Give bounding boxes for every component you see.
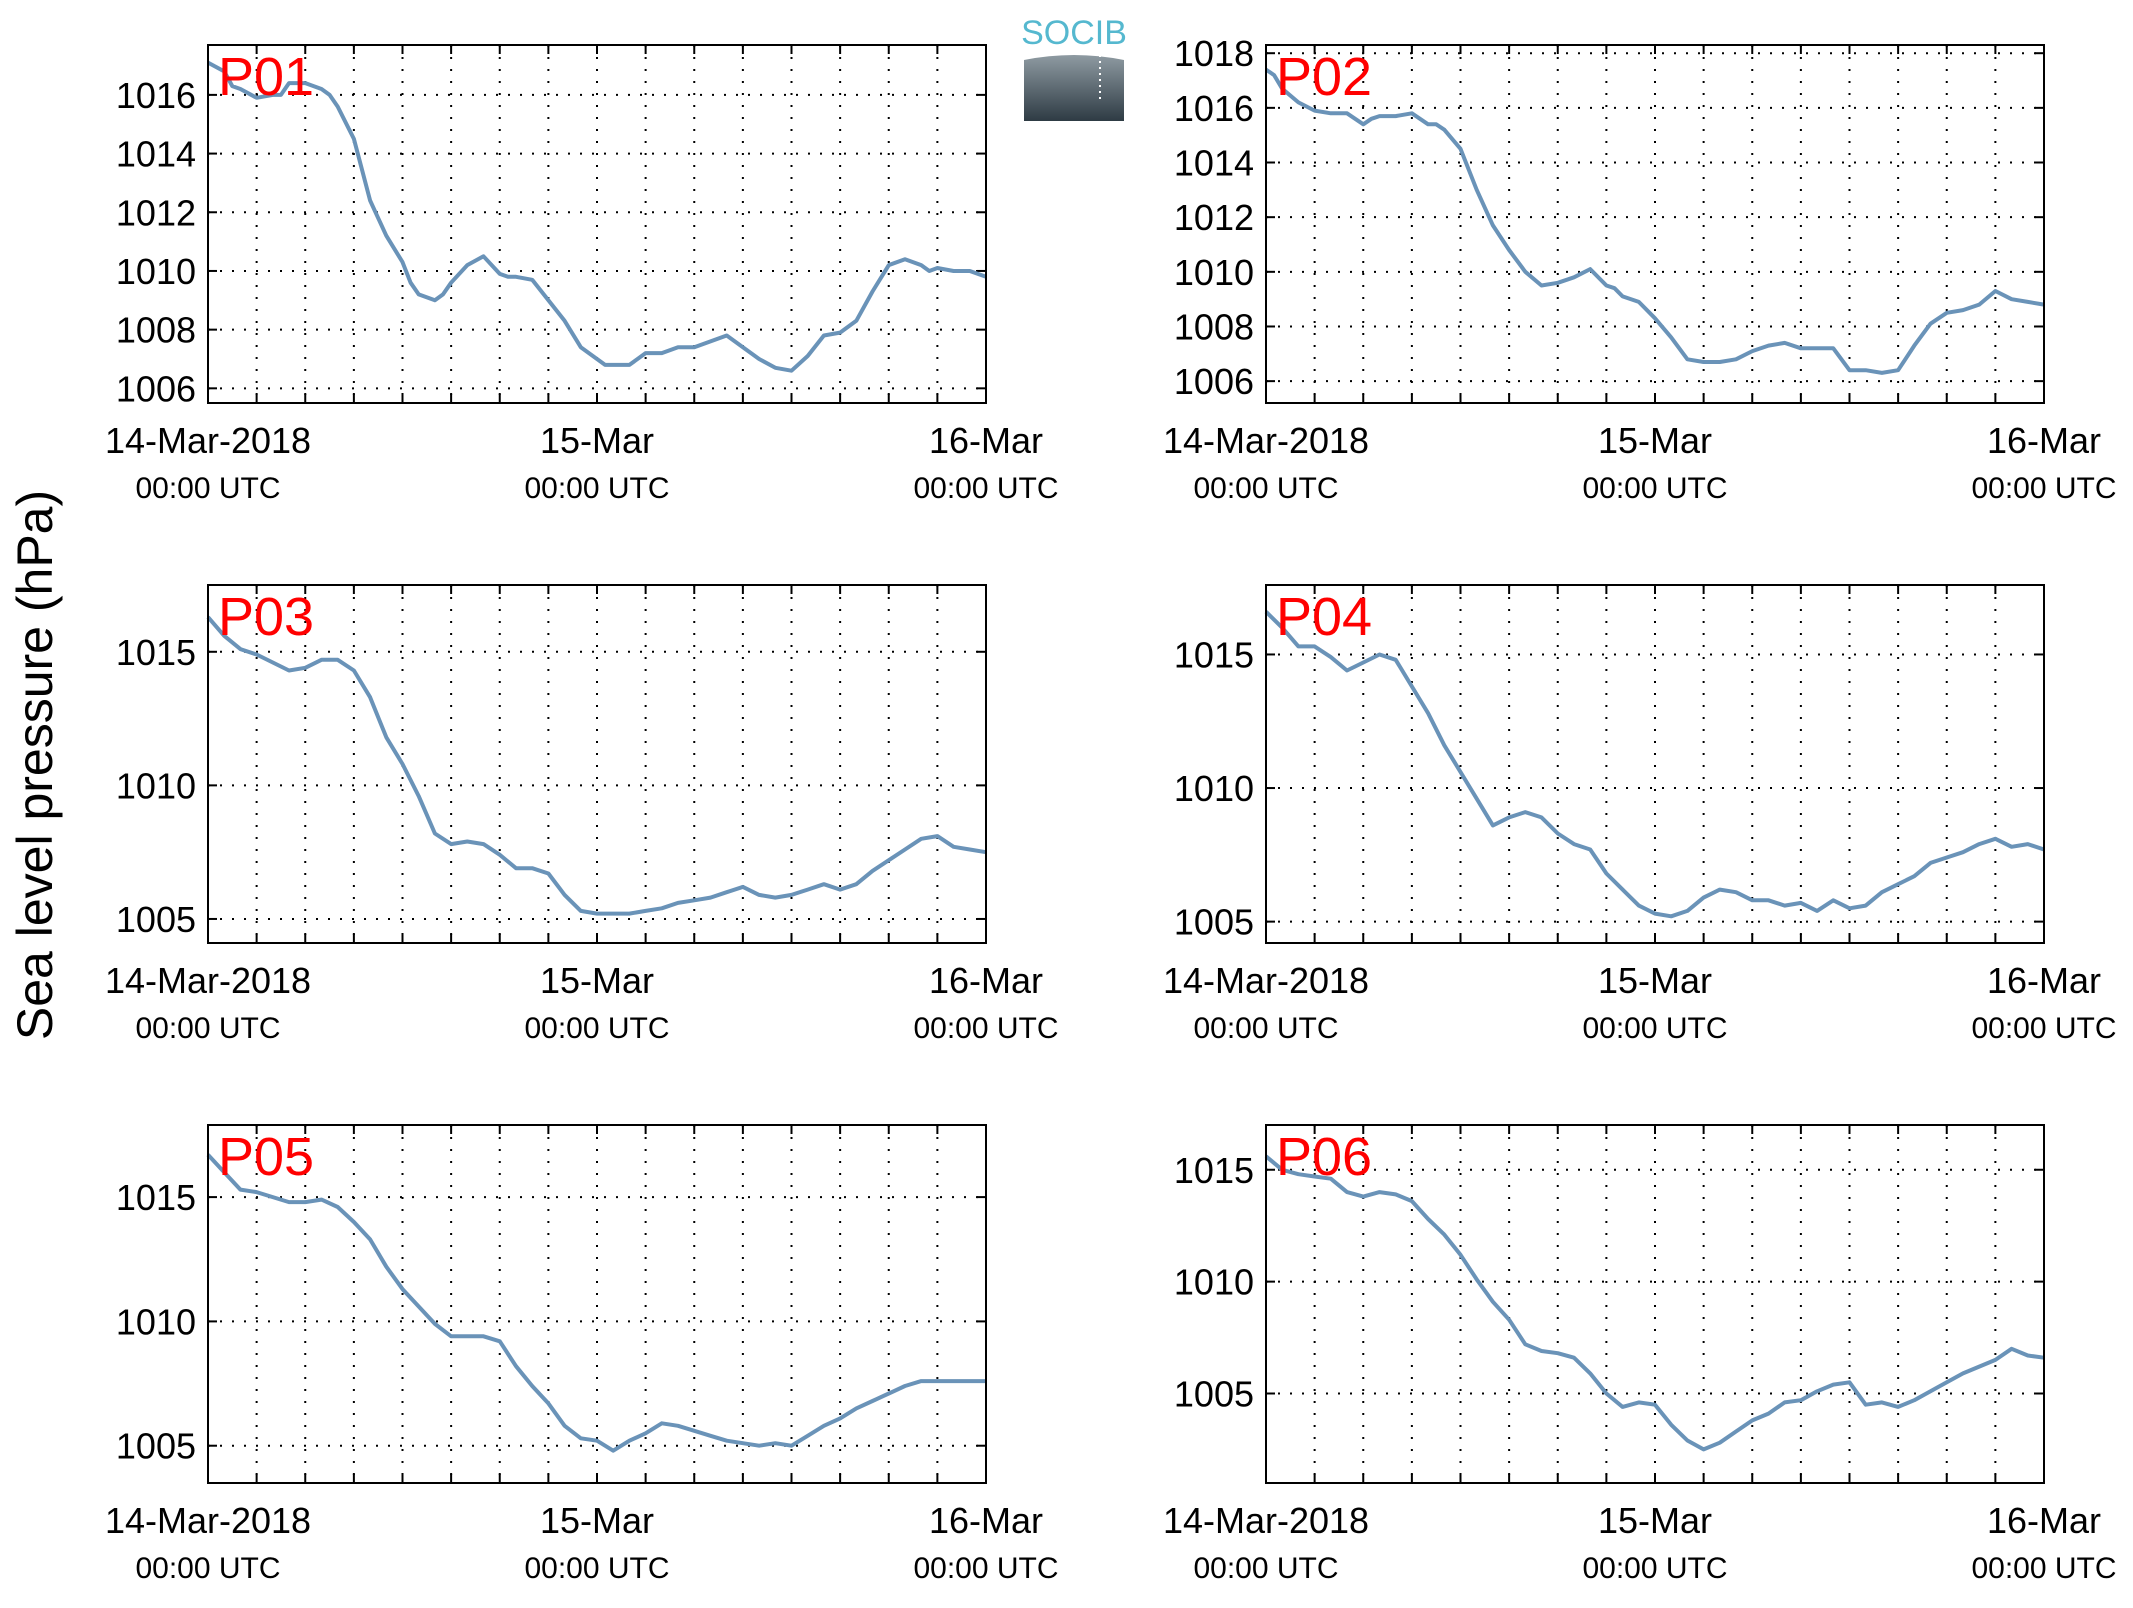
- x-tick-label-date: 14-Mar-2018: [105, 1500, 311, 1541]
- chart-panel-p06: 1005 1010 1015 14-Mar-2018 00:00 UTC 15-Mar 00…: [1163, 1124, 2117, 1585]
- x-tick-label-time: 00:00 UTC: [524, 1012, 669, 1045]
- x-tick-label-date: 14-Mar-2018: [105, 960, 311, 1001]
- panel-label-p04: P04: [1276, 587, 1372, 647]
- x-tick-label-date: 15-Mar: [1598, 1500, 1712, 1541]
- socib-logo-text: SOCIB: [1021, 14, 1127, 52]
- x-tick-label-date: 16-Mar: [1987, 1500, 2101, 1541]
- series-line-p05: [206, 1153, 986, 1453]
- x-tick-label-time: 00:00 UTC: [913, 472, 1058, 505]
- x-tick-label-time: 00:00 UTC: [913, 1012, 1058, 1045]
- y-tick-label: 1005: [1174, 902, 1254, 943]
- plot-frame: [1265, 1124, 2045, 1484]
- chart-panel-p01: 1006 1008 1010 1012 1014 1016 14-Mar-2018 00:00…: [105, 44, 1059, 505]
- chart-panel-p02: 1006 1008 1010 1012 1014 1016 1018 14-Mar-2018 0…: [1163, 33, 2117, 505]
- y-tick-label: 1015: [116, 632, 196, 673]
- x-tick-label-time: 00:00 UTC: [1193, 1552, 1338, 1585]
- x-tick-label-date: 15-Mar: [540, 1500, 654, 1541]
- x-tick-label-time: 00:00 UTC: [1971, 1012, 2116, 1045]
- series-line-p01: [207, 60, 987, 373]
- y-tick-label: 1016: [1174, 88, 1254, 129]
- y-tick-label: 1012: [116, 192, 196, 233]
- y-tick-label: 1014: [1174, 143, 1254, 184]
- y-axis-label: Sea level pressure (hPa): [7, 490, 63, 1040]
- y-tick-label: 1010: [116, 251, 196, 292]
- x-tick-label-date: 15-Mar: [540, 960, 654, 1001]
- x-tick-label-time: 00:00 UTC: [1193, 1012, 1338, 1045]
- x-tick-label-time: 00:00 UTC: [1582, 1012, 1727, 1045]
- x-tick-label-date: 15-Mar: [1598, 960, 1712, 1001]
- y-tick-label: 1012: [1174, 197, 1254, 238]
- socib-logo-icon: [1024, 47, 1124, 121]
- x-tick-label-time: 00:00 UTC: [1971, 472, 2116, 505]
- x-tick-label-date: 14-Mar-2018: [1163, 420, 1369, 461]
- x-tick-label-date: 16-Mar: [929, 420, 1043, 461]
- x-tick-label-date: 15-Mar: [1598, 420, 1712, 461]
- series-line-p02: [1264, 67, 2045, 375]
- y-tick-label: 1006: [1174, 361, 1254, 402]
- y-tick-label: 1014: [116, 134, 196, 175]
- y-tick-label: 1010: [1174, 1262, 1254, 1303]
- x-tick-label-time: 00:00 UTC: [524, 472, 669, 505]
- x-tick-label-time: 00:00 UTC: [1193, 472, 1338, 505]
- y-tick-label: 1015: [1174, 634, 1254, 675]
- panel-label-p01: P01: [218, 47, 314, 107]
- x-tick-label-time: 00:00 UTC: [1971, 1552, 2116, 1585]
- series-line-p03: [206, 615, 987, 916]
- panel-label-p02: P02: [1276, 47, 1372, 107]
- chart-panels: 1006 1008 1010 1012 1014 1016 14-Mar-2018 00:00…: [105, 33, 2117, 1585]
- x-tick-label-time: 00:00 UTC: [1582, 472, 1727, 505]
- x-tick-label-date: 16-Mar: [1987, 420, 2101, 461]
- y-tick-label: 1005: [116, 899, 196, 940]
- y-tick-label: 1010: [116, 1301, 196, 1342]
- y-tick-label: 1005: [1174, 1374, 1254, 1415]
- x-tick-label-date: 14-Mar-2018: [105, 420, 311, 461]
- plot-frame: [1265, 584, 2045, 944]
- y-tick-label: 1016: [116, 75, 196, 116]
- x-tick-label-time: 00:00 UTC: [135, 1012, 280, 1045]
- x-tick-label-date: 16-Mar: [1987, 960, 2101, 1001]
- x-tick-label-date: 16-Mar: [929, 1500, 1043, 1541]
- panel-label-p06: P06: [1276, 1127, 1372, 1187]
- y-tick-label: 1008: [116, 310, 196, 351]
- socib-logo-wave-icon: [1024, 47, 1124, 60]
- y-tick-label: 1010: [1174, 252, 1254, 293]
- chart-panel-p05: 1005 1010 1015 14-Mar-2018 00:00 UTC 15-Mar 00…: [105, 1124, 1059, 1585]
- plot-frame: [207, 44, 987, 404]
- x-tick-label-date: 15-Mar: [540, 420, 654, 461]
- x-tick-label-time: 00:00 UTC: [135, 1552, 280, 1585]
- socib-logo: SOCIB: [1021, 14, 1127, 121]
- series-line-p06: [1264, 1154, 2045, 1452]
- y-tick-label: 1005: [116, 1426, 196, 1467]
- series-line-p04: [1264, 610, 2045, 919]
- plot-frame: [1265, 44, 2045, 404]
- y-tick-label: 1015: [1174, 1150, 1254, 1191]
- x-tick-label-date: 14-Mar-2018: [1163, 960, 1369, 1001]
- x-tick-label-date: 16-Mar: [929, 960, 1043, 1001]
- plot-frame: [207, 1124, 987, 1484]
- panel-label-p03: P03: [218, 587, 314, 647]
- chart-panel-p03: 1005 1010 1015 14-Mar-2018 00:00 UTC 15-Mar 00…: [105, 584, 1059, 1045]
- x-tick-label-time: 00:00 UTC: [913, 1552, 1058, 1585]
- y-tick-label: 1006: [116, 368, 196, 409]
- y-tick-label: 1010: [1174, 768, 1254, 809]
- x-tick-label-date: 14-Mar-2018: [1163, 1500, 1369, 1541]
- x-tick-label-time: 00:00 UTC: [135, 472, 280, 505]
- x-tick-label-time: 00:00 UTC: [524, 1552, 669, 1585]
- y-tick-label: 1010: [116, 765, 196, 806]
- y-tick-label: 1015: [116, 1177, 196, 1218]
- panel-label-p05: P05: [218, 1127, 314, 1187]
- chart-panel-p04: 1005 1010 1015 14-Mar-2018 00:00 UTC 15-Mar 00…: [1163, 584, 2117, 1045]
- plot-frame: [207, 584, 987, 944]
- x-tick-label-time: 00:00 UTC: [1582, 1552, 1727, 1585]
- y-tick-label: 1008: [1174, 306, 1254, 347]
- y-tick-label: 1018: [1174, 33, 1254, 74]
